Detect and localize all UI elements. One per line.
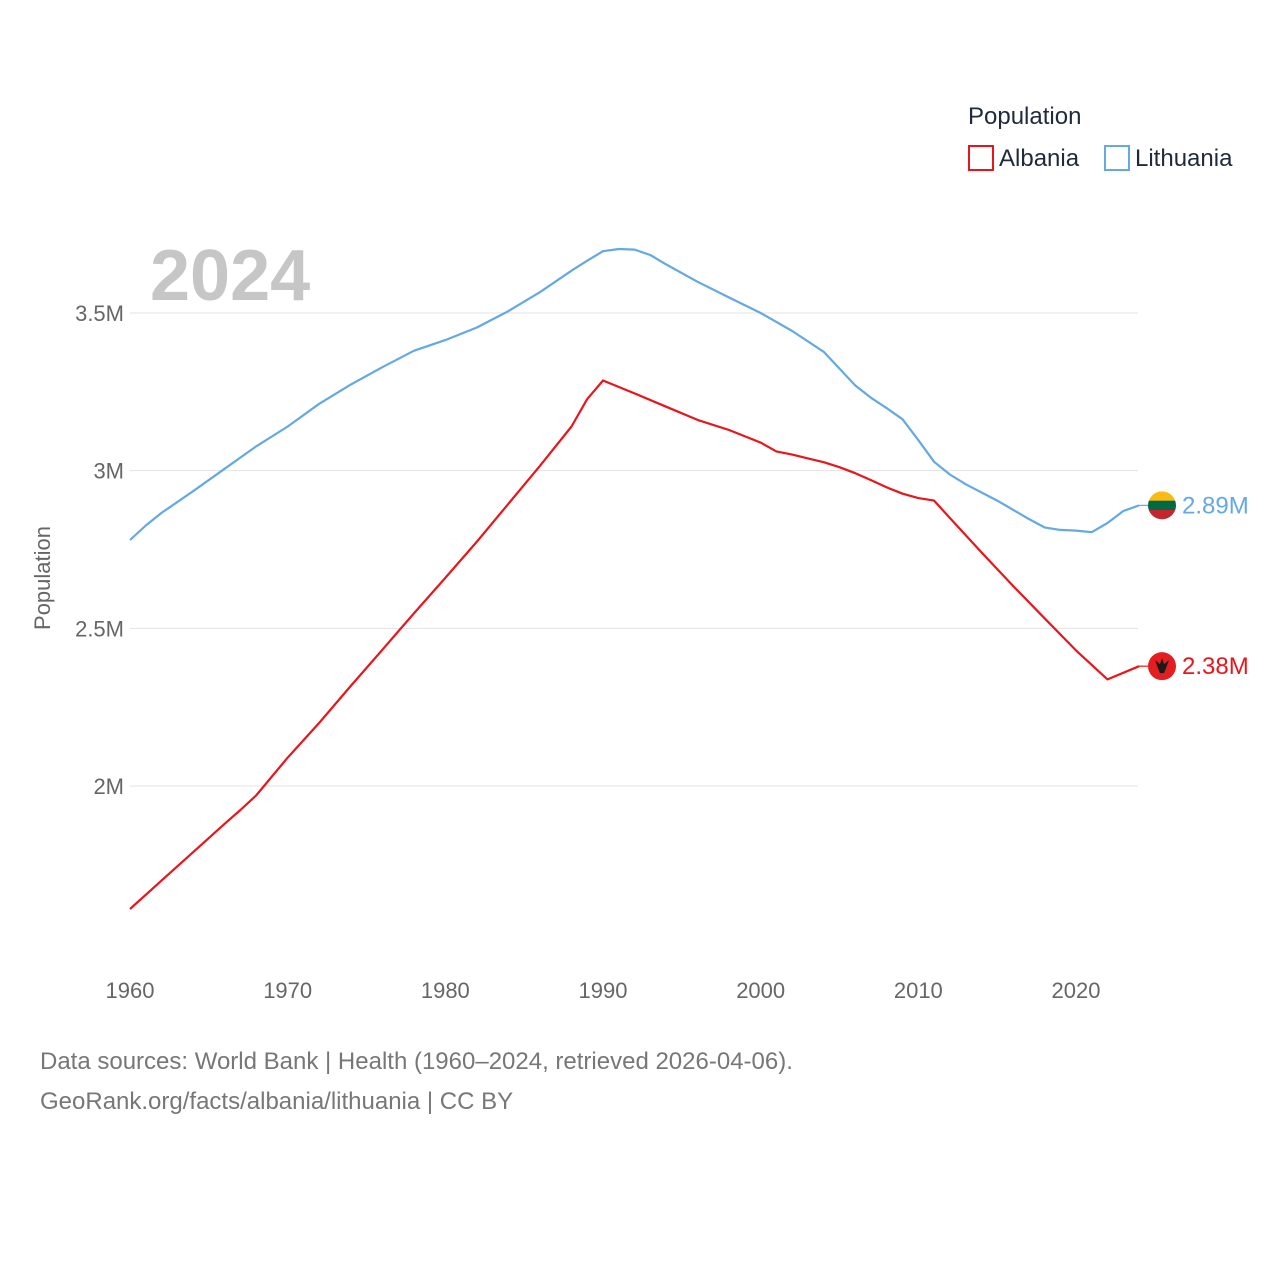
legend-item-lithuania[interactable]: Lithuania [1104,145,1233,172]
x-tick-label: 1980 [421,978,470,1003]
legend-label-lithuania: Lithuania [1135,145,1233,172]
year-label: 2024 [150,236,310,316]
y-tick-labels: 2M 2.5M 3M 3.5M [75,301,124,799]
x-tick-label: 2010 [894,978,943,1003]
end-markers: 2.38M 2.89M [1139,491,1249,681]
end-value-label-lithuania: 2.89M [1182,492,1249,519]
attribution-line: GeoRank.org/facts/albania/lithuania | CC… [40,1088,514,1115]
legend-title: Population [968,103,1081,130]
x-tick-labels: 1960 1970 1980 1990 2000 2010 2020 [106,978,1101,1003]
series-line-albania[interactable] [129,379,1140,910]
x-tick-label: 2020 [1052,978,1101,1003]
legend-swatch-lithuania [1104,145,1130,171]
grid-lines [130,312,1138,787]
y-axis-label: Population [30,526,55,630]
source-note: Data sources: World Bank | Health (1960–… [40,1042,793,1122]
albania-flag-icon [1148,652,1176,681]
source-line: Data sources: World Bank | Health (1960–… [40,1048,793,1075]
x-tick-label: 1970 [263,978,312,1003]
end-value-label-albania: 2.38M [1182,653,1249,680]
x-tick-label: 2000 [736,978,785,1003]
legend-item-albania[interactable]: Albania [968,145,1080,172]
y-tick-label: 2.5M [75,616,124,641]
legend-label-albania: Albania [999,145,1080,172]
series-layer [129,247,1140,910]
lithuania-flag-icon [1148,491,1176,520]
legend: Population Albania Lithuania [968,103,1233,172]
y-tick-label: 3.5M [75,301,124,326]
y-tick-label: 3M [93,459,124,484]
series-line-lithuania[interactable] [129,247,1140,541]
x-tick-label: 1990 [579,978,628,1003]
legend-swatch-albania [968,145,994,171]
y-tick-label: 2M [93,774,124,799]
x-tick-label: 1960 [106,978,155,1003]
